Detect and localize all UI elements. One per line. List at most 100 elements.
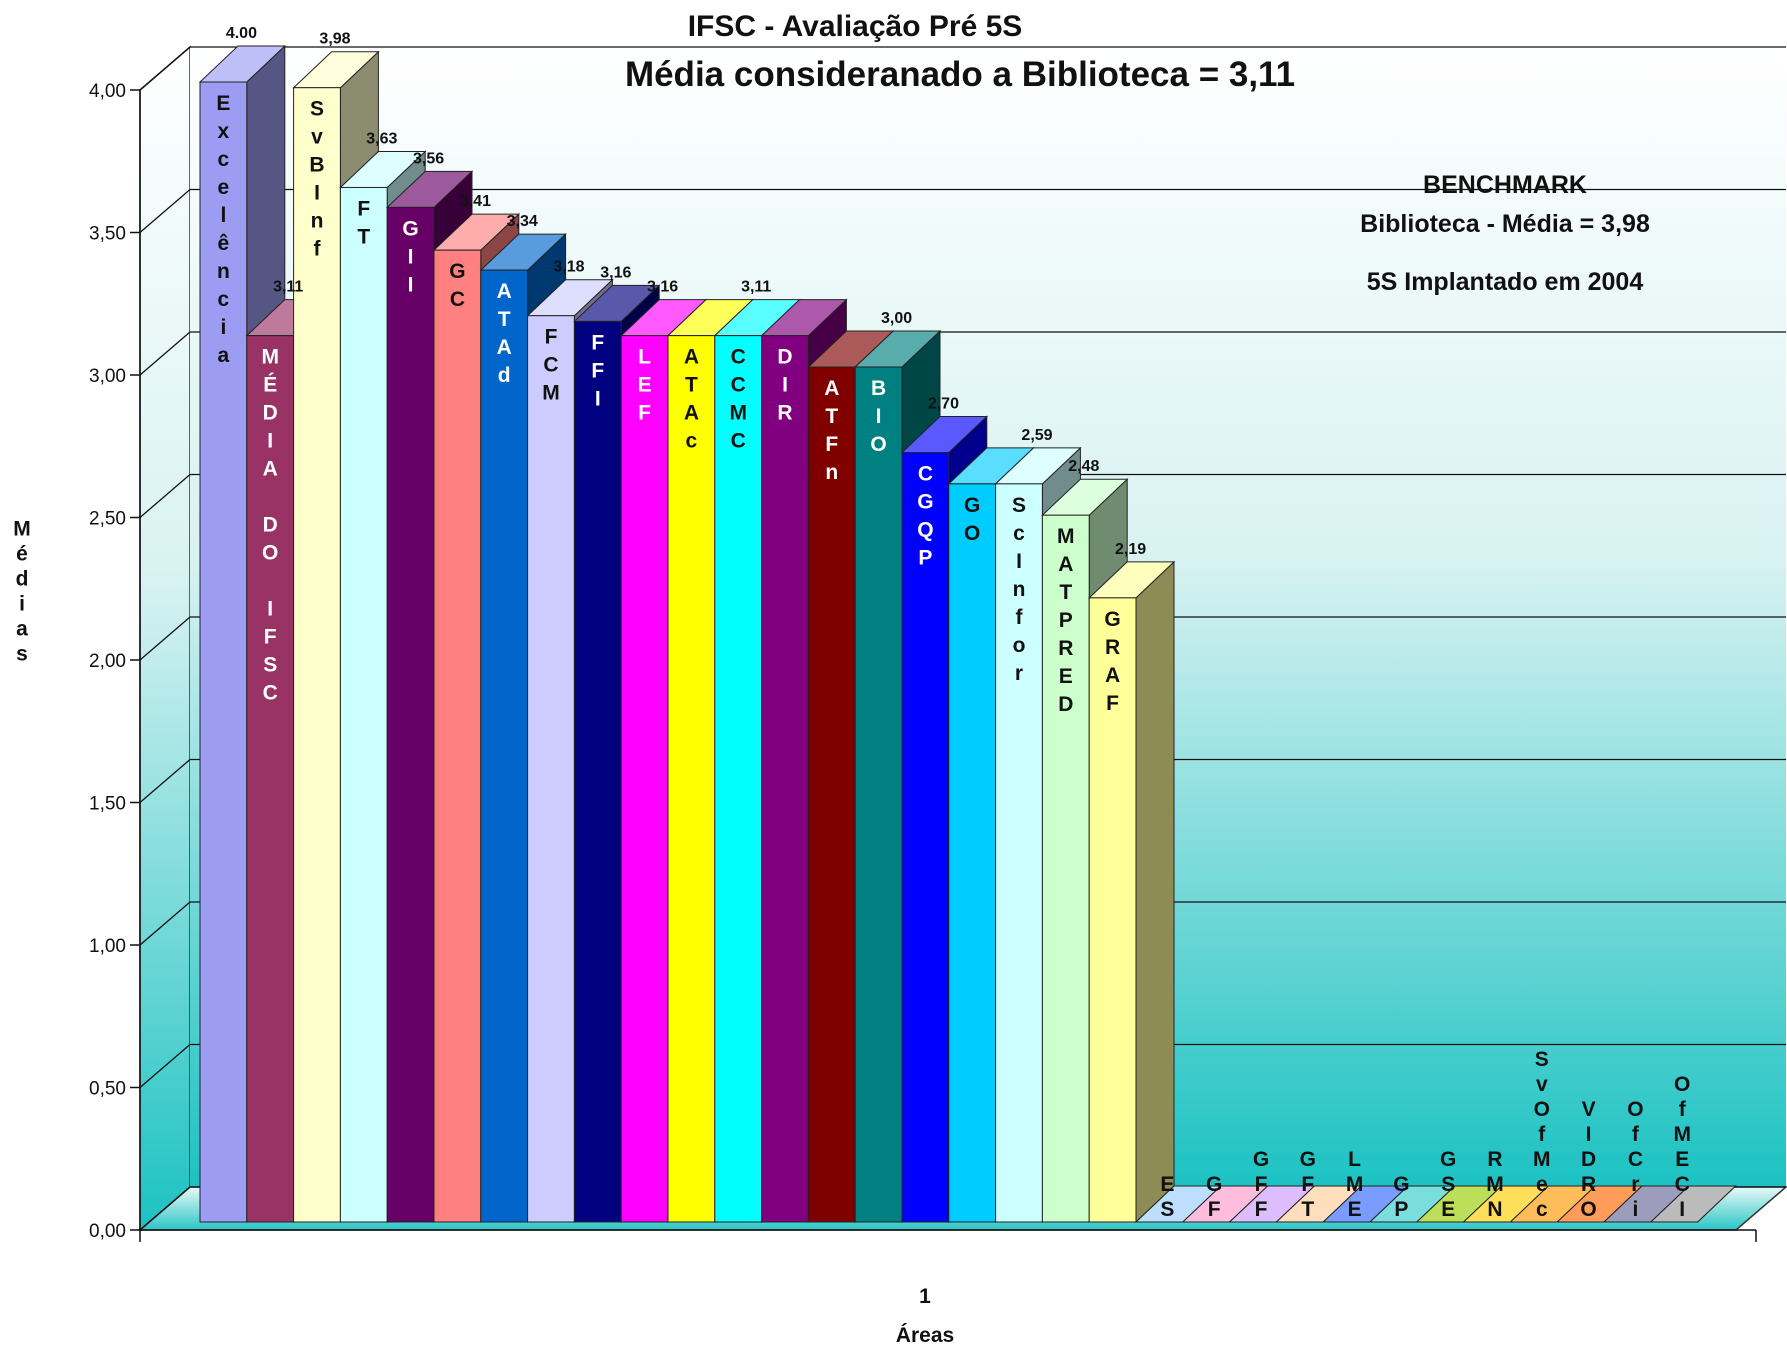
bars xyxy=(198,44,1737,1224)
value-label: 3,98 xyxy=(319,31,350,48)
chart-title: IFSC - Avaliação Pré 5S xyxy=(688,10,1023,43)
value-label: 3,11 xyxy=(273,279,303,296)
benchmark-title: BENCHMARK xyxy=(1423,171,1587,199)
bar xyxy=(1649,1185,1737,1223)
value-label: 3,16 xyxy=(647,279,678,296)
bar-front xyxy=(480,269,529,1223)
bar xyxy=(1087,560,1176,1224)
bar-front xyxy=(1041,514,1090,1223)
bar-front xyxy=(761,335,809,1223)
bar-front xyxy=(1088,597,1137,1223)
gridline xyxy=(139,758,1786,803)
bar-front xyxy=(948,483,997,1223)
y-tick-label: 0,50 xyxy=(89,1079,126,1100)
y-tick-label: 2,50 xyxy=(89,509,126,530)
bar-front xyxy=(433,249,482,1223)
gridline xyxy=(139,616,1786,661)
gridline xyxy=(139,473,1786,518)
value-label: 2,19 xyxy=(1115,541,1146,558)
y-tick-label: 4,00 xyxy=(89,81,126,102)
bar-front xyxy=(995,483,1043,1223)
value-label: 2,59 xyxy=(1021,427,1052,444)
bar-front xyxy=(246,335,295,1223)
y-tick-label: 3,00 xyxy=(89,366,126,387)
gridline xyxy=(139,188,1786,233)
benchmark-note: 5S Implantado em 2004 xyxy=(1367,268,1644,296)
bar-front xyxy=(199,81,248,1223)
value-label: 3,63 xyxy=(366,130,397,147)
bar-front xyxy=(714,335,763,1223)
value-label: 3,18 xyxy=(553,259,584,276)
bar-top xyxy=(1649,1185,1737,1223)
value-label: 3,56 xyxy=(413,150,444,167)
value-label: 3,16 xyxy=(600,264,631,281)
bar-front xyxy=(573,320,622,1223)
gridline xyxy=(139,46,1786,91)
bar-front xyxy=(386,206,435,1223)
bar-front xyxy=(527,315,575,1223)
bar-front xyxy=(854,366,903,1223)
y-tick-label: 3,50 xyxy=(89,224,126,245)
gridline xyxy=(139,1043,1786,1088)
gridline xyxy=(139,331,1786,376)
y-tick-label: 0,00 xyxy=(89,1221,126,1242)
gridlines xyxy=(139,46,1786,1231)
value-label: 3,41 xyxy=(460,193,491,210)
x-tick-label: 1 xyxy=(919,1285,931,1308)
gridline xyxy=(139,901,1786,946)
bar-front xyxy=(807,366,856,1223)
axes: 0,00 0,50 1,00 1,50 2,00 2,50 3,00 3,50 4,00 xyxy=(89,81,1757,1242)
value-label: 3,34 xyxy=(507,213,538,230)
bar-side xyxy=(1135,560,1175,1224)
bar-front xyxy=(339,186,388,1223)
bar-front xyxy=(667,335,716,1223)
value-label: 4.00 xyxy=(226,25,257,42)
x-axis-title: Áreas xyxy=(896,1324,954,1347)
value-label: 3,00 xyxy=(881,310,912,327)
bar-front xyxy=(293,87,341,1223)
value-label: 3,11 xyxy=(741,279,771,296)
value-label: 2,48 xyxy=(1068,458,1099,475)
benchmark-line: Biblioteca - Média = 3,98 xyxy=(1360,210,1650,238)
chart-subtitle: Média consideranado a Biblioteca = 3,11 xyxy=(625,55,1295,94)
y-tick-label: 2,00 xyxy=(89,651,126,672)
y-tick-label: 1,50 xyxy=(89,794,126,815)
bar-front xyxy=(620,335,669,1223)
y-tick-label: 1,00 xyxy=(89,936,126,957)
value-label: 2,70 xyxy=(928,396,959,413)
